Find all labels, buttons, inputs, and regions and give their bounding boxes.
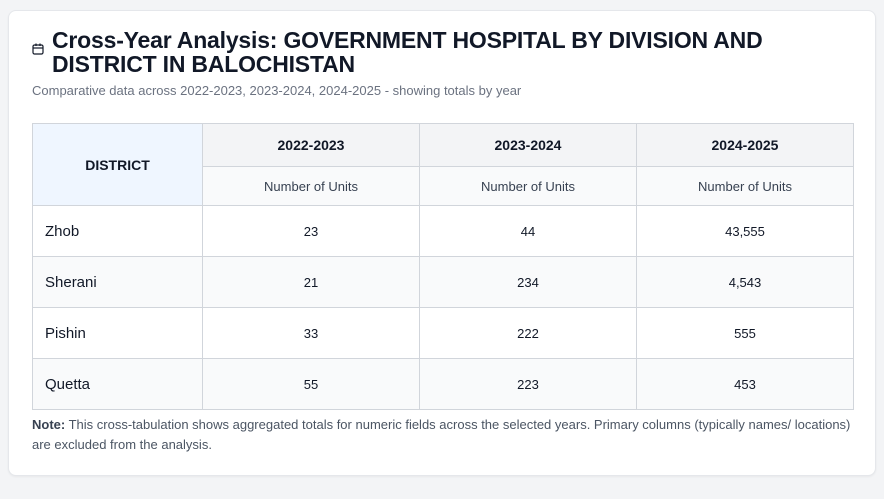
- metric-header: Number of Units: [202, 166, 420, 206]
- district-cell: Pishin: [32, 307, 203, 359]
- page-subtitle: Comparative data across 2022-2023, 2023-…: [32, 83, 522, 98]
- value-cell: 453: [636, 358, 854, 410]
- value-cell: 223: [419, 358, 637, 410]
- calendar-icon: [32, 43, 44, 55]
- value-cell: 555: [636, 307, 854, 359]
- value-cell: 222: [419, 307, 637, 359]
- metric-header: Number of Units: [419, 166, 637, 206]
- note-label: Note:: [32, 417, 66, 432]
- table-row: Quetta 55 223 453: [32, 358, 854, 410]
- analysis-card: Cross-Year Analysis: GOVERNMENT HOSPITAL…: [8, 10, 876, 476]
- note-text: This cross-tabulation shows aggregated t…: [32, 417, 851, 452]
- table-row: Pishin 33 222 555: [32, 307, 854, 359]
- year-header-2024-2025: 2024-2025: [636, 123, 854, 167]
- district-column-header: DISTRICT: [32, 123, 203, 206]
- page-title: Cross-Year Analysis: GOVERNMENT HOSPITAL…: [52, 27, 763, 77]
- year-header-2023-2024: 2023-2024: [419, 123, 637, 167]
- value-cell: 33: [202, 307, 420, 359]
- table-row: Zhob 23 44 43,555: [32, 205, 854, 257]
- value-cell: 55: [202, 358, 420, 410]
- value-cell: 23: [202, 205, 420, 257]
- value-cell: 21: [202, 256, 420, 308]
- district-cell: Quetta: [32, 358, 203, 410]
- title-row: Cross-Year Analysis: GOVERNMENT HOSPITAL…: [32, 28, 862, 76]
- table-note: Note: This cross-tabulation shows aggreg…: [32, 415, 862, 455]
- value-cell: 43,555: [636, 205, 854, 257]
- year-header-2022-2023: 2022-2023: [202, 123, 420, 167]
- cross-year-table: DISTRICT 2022-2023 2023-2024 2024-2025 N…: [32, 123, 854, 410]
- value-cell: 234: [419, 256, 637, 308]
- district-cell: Sherani: [32, 256, 203, 308]
- value-cell: 4,543: [636, 256, 854, 308]
- metric-header: Number of Units: [636, 166, 854, 206]
- district-cell: Zhob: [32, 205, 203, 257]
- value-cell: 44: [419, 205, 637, 257]
- table-row: Sherani 21 234 4,543: [32, 256, 854, 308]
